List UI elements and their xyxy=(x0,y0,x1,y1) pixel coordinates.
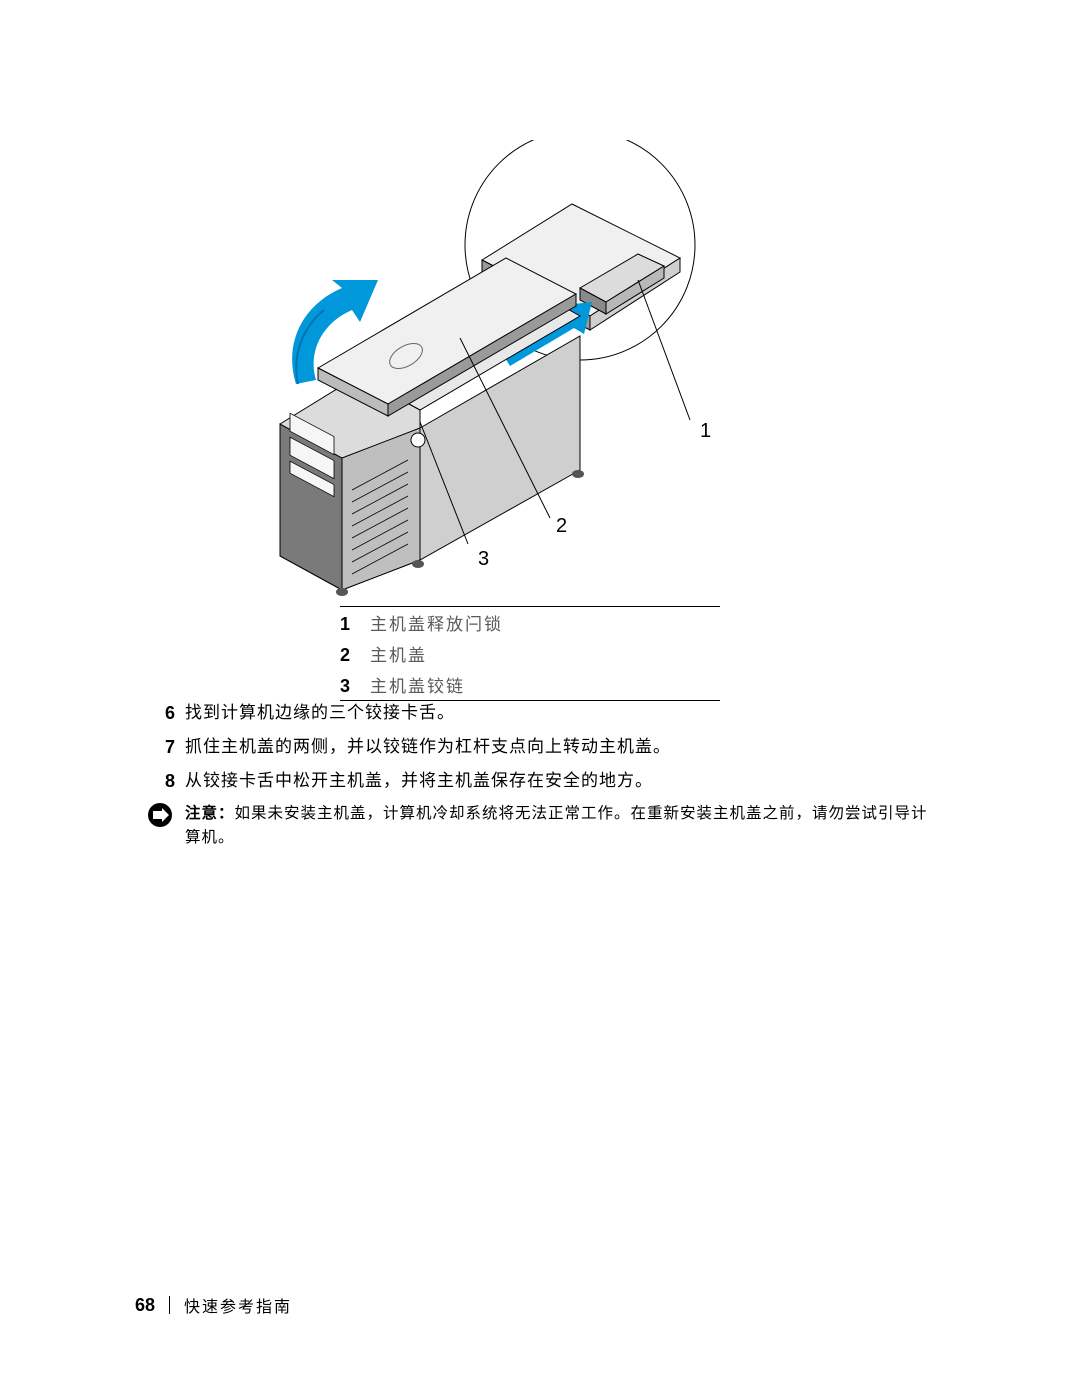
legend-row: 1 主机盖释放闩锁 xyxy=(340,607,720,638)
legend-text: 主机盖铰链 xyxy=(370,672,720,697)
footer-page-number: 68 xyxy=(135,1295,155,1316)
notice: 注意：如果未安装主机盖，计算机冷却系统将无法正常工作。在重新安装主机盖之前，请勿… xyxy=(145,802,935,850)
legend-num: 1 xyxy=(340,614,370,635)
figure-callout-2: 2 xyxy=(556,515,567,538)
notice-text: 注意：如果未安装主机盖，计算机冷却系统将无法正常工作。在重新安装主机盖之前，请勿… xyxy=(185,802,935,850)
legend-num: 3 xyxy=(340,676,370,697)
figure-callout-3: 3 xyxy=(478,548,489,571)
figure: 1 2 3 xyxy=(220,140,780,600)
step-text: 抓住主机盖的两侧，并以铰链作为杠杆支点向上转动主机盖。 xyxy=(185,734,935,760)
step-row: 6 找到计算机边缘的三个铰接卡舌。 xyxy=(145,700,935,728)
step-text: 找到计算机边缘的三个铰接卡舌。 xyxy=(185,700,935,726)
figure-callout-1: 1 xyxy=(700,420,711,443)
legend-text: 主机盖释放闩锁 xyxy=(370,610,720,635)
step-num: 8 xyxy=(145,768,185,796)
step-num: 7 xyxy=(145,734,185,762)
footer-separator xyxy=(169,1296,170,1314)
step-row: 7 抓住主机盖的两侧，并以铰链作为杠杆支点向上转动主机盖。 xyxy=(145,734,935,762)
figure-legend: 1 主机盖释放闩锁 2 主机盖 3 主机盖铰链 xyxy=(340,606,720,701)
footer-doc-title: 快速参考指南 xyxy=(184,1293,292,1317)
steps-list: 6 找到计算机边缘的三个铰接卡舌。 7 抓住主机盖的两侧，并以铰链作为杠杆支点向… xyxy=(145,700,935,850)
document-page: 1 2 3 1 主机盖释放闩锁 2 主机盖 3 主机盖铰链 6 找到计算机边缘的… xyxy=(0,0,1080,1397)
step-row: 8 从铰接卡舌中松开主机盖，并将主机盖保存在安全的地方。 xyxy=(145,768,935,796)
step-text: 从铰接卡舌中松开主机盖，并将主机盖保存在安全的地方。 xyxy=(185,768,935,794)
computer-illustration xyxy=(220,140,780,600)
step-num: 6 xyxy=(145,700,185,728)
notice-arrow-icon xyxy=(147,802,173,828)
notice-prefix: 注意： xyxy=(185,805,235,822)
legend-num: 2 xyxy=(340,645,370,666)
page-footer: 68 快速参考指南 xyxy=(135,1293,292,1317)
legend-row: 2 主机盖 xyxy=(340,638,720,669)
notice-body: 如果未安装主机盖，计算机冷却系统将无法正常工作。在重新安装主机盖之前，请勿尝试引… xyxy=(185,805,928,846)
legend-row: 3 主机盖铰链 xyxy=(340,669,720,700)
legend-text: 主机盖 xyxy=(370,641,720,666)
